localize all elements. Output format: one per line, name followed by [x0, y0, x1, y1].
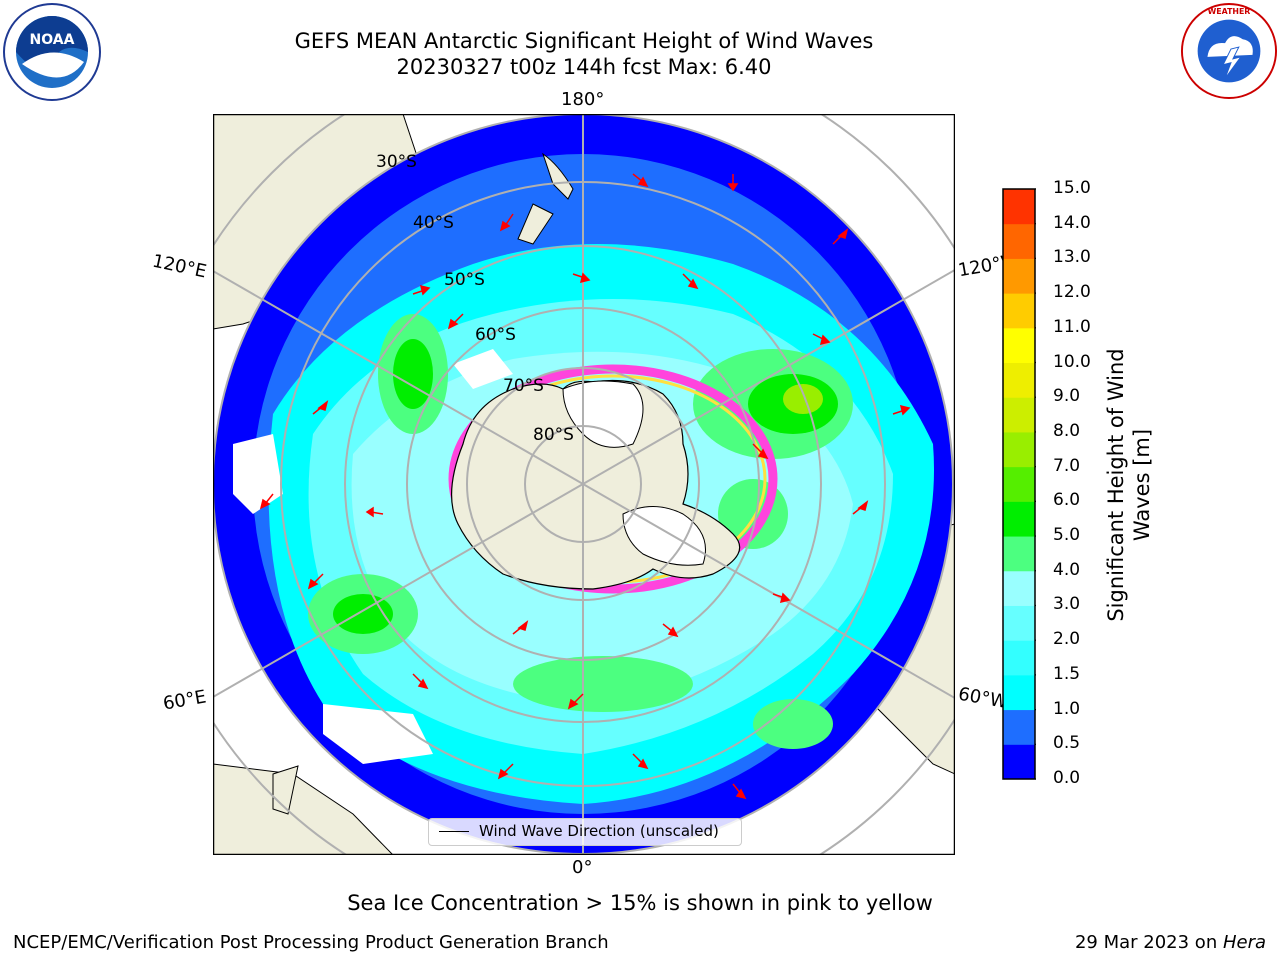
- lat-label-40s: 40°S: [413, 213, 454, 233]
- colorbar-segment: [1003, 640, 1035, 676]
- colorbar-tick-label: 8.0: [1053, 420, 1081, 441]
- colorbar-segment: [1003, 466, 1035, 502]
- colorbar-segment: [1003, 605, 1035, 641]
- colorbar-segment: [1003, 223, 1035, 259]
- arrow: [497, 763, 514, 780]
- sea-ice-caption: Sea Ice Concentration > 15% is shown in …: [347, 891, 933, 915]
- arrow: [312, 400, 329, 415]
- legend-label: Wind Wave Direction (unscaled): [479, 822, 719, 840]
- colorbar-tick-label: 11.0: [1053, 316, 1091, 337]
- arrow: [892, 404, 911, 416]
- colorbar-tick-label: 12.0: [1053, 282, 1091, 303]
- svg-text:WEATHER: WEATHER: [1208, 7, 1251, 16]
- lon-label-0: 0°: [572, 857, 593, 878]
- colorbar-tick-label: 0.5: [1053, 733, 1081, 754]
- colorbar-tick-label: 9.0: [1053, 386, 1081, 407]
- colorbar-segment: [1003, 258, 1035, 294]
- arrow: [447, 313, 464, 330]
- footer-date: 29 Mar 2023 on Hera: [1075, 932, 1266, 953]
- arrow: [412, 673, 429, 690]
- colorbar-segment: [1003, 362, 1035, 398]
- colorbar-tick-label: 13.0: [1053, 247, 1091, 268]
- colorbar-segment: [1003, 744, 1035, 780]
- arrow: [772, 592, 791, 604]
- colorbar-tick-label: 3.0: [1053, 594, 1081, 615]
- colorbar-tick-label: 4.0: [1053, 559, 1081, 580]
- footer-host: Hera: [1222, 932, 1266, 953]
- arrow: [752, 443, 769, 460]
- land-new-zealand: [517, 152, 574, 245]
- wind-wave-arrows: [259, 173, 911, 800]
- footer-date-text: 29 Mar 2023 on: [1074, 932, 1223, 953]
- colorbar-tick-label: 1.0: [1053, 698, 1081, 719]
- arrow: [567, 693, 584, 710]
- lat-label-30s: 30°S: [376, 152, 417, 172]
- lon-label-120e: 120°E: [150, 250, 209, 283]
- arrow: [852, 500, 869, 515]
- colorbar-segment: [1003, 674, 1035, 711]
- colorbar-tick-label: 15.0: [1053, 178, 1091, 198]
- legend-line-icon: [439, 831, 469, 832]
- colorbar-segment: [1003, 709, 1035, 745]
- colorbar-tick-label: 2.0: [1053, 629, 1081, 650]
- arrow: [365, 506, 384, 518]
- polar-map: [213, 114, 955, 855]
- lat-label-60s: 60°S: [475, 325, 516, 345]
- arrow: [259, 493, 274, 510]
- colorbar-segment: [1003, 327, 1035, 364]
- map-legend: Wind Wave Direction (unscaled): [428, 818, 742, 846]
- colorbar-segment: [1003, 570, 1035, 606]
- colorbar-segment: [1003, 431, 1035, 468]
- lat-label-50s: 50°S: [444, 270, 485, 290]
- colorbar-segment: [1003, 501, 1035, 537]
- arrow: [412, 284, 431, 296]
- colorbar: [1002, 188, 1036, 780]
- arrow: [662, 623, 679, 638]
- lon-grid: [213, 114, 955, 855]
- colorbar-segment: [1003, 293, 1035, 329]
- arrow: [512, 620, 529, 635]
- colorbar-segment: [1003, 397, 1035, 433]
- lon-label-60e: 60°E: [161, 686, 208, 715]
- colorbar-tick-label: 10.0: [1053, 351, 1091, 372]
- colorbar-segment: [1003, 189, 1035, 225]
- colorbar-frame: [1002, 188, 1036, 780]
- colorbar-tick-label: 7.0: [1053, 455, 1081, 476]
- arrow: [832, 228, 849, 245]
- footer-organization: NCEP/EMC/Verification Post Processing Pr…: [13, 932, 609, 953]
- noaa-logo: NOAA: [3, 3, 101, 101]
- nws-logo: WEATHER: [1180, 2, 1278, 100]
- arrow: [812, 333, 831, 346]
- colorbar-tick-label: 5.0: [1053, 525, 1081, 546]
- colorbar-segment: [1003, 536, 1035, 572]
- colorbar-tick-label: 14.0: [1053, 212, 1091, 233]
- lat-label-70s: 70°S: [503, 376, 544, 396]
- chart-subtitle: 20230327 t00z 144h fcst Max: 6.40: [396, 55, 772, 79]
- arrow: [727, 174, 739, 192]
- arrow: [732, 783, 747, 800]
- arrow: [682, 273, 699, 290]
- arrow: [499, 213, 514, 232]
- arrow: [632, 753, 649, 770]
- lon-label-180: 180°: [561, 89, 605, 110]
- chart-title: GEFS MEAN Antarctic Significant Height o…: [294, 29, 874, 53]
- arrow: [632, 173, 649, 188]
- arrow: [572, 272, 591, 284]
- lat-label-80s: 80°S: [533, 425, 574, 445]
- colorbar-tick-label: 6.0: [1053, 490, 1081, 511]
- colorbar-label: Significant Height of Wind Waves [m]: [1104, 348, 1154, 622]
- svg-text:NOAA: NOAA: [30, 32, 75, 48]
- colorbar-tick-label: 0.0: [1053, 768, 1081, 788]
- arrow: [307, 573, 324, 590]
- colorbar-tick-label: 1.5: [1053, 663, 1081, 684]
